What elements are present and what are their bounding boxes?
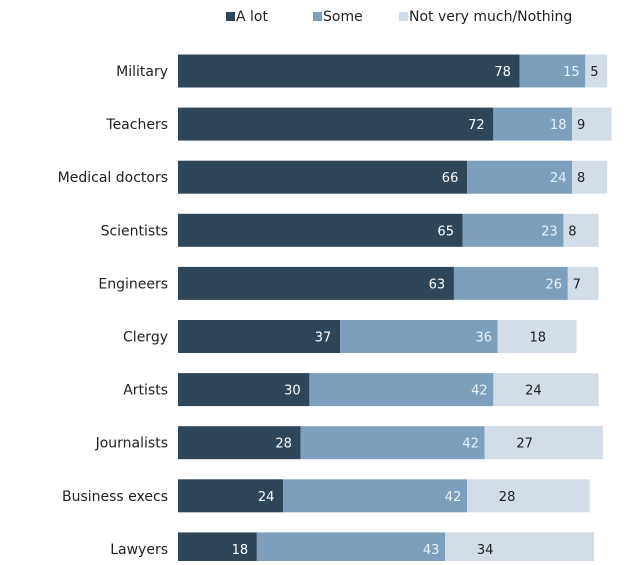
bar-segment-a-lot-journalists: [178, 426, 301, 460]
bar-segment-some-medical-doctors: [467, 160, 573, 194]
bar-segment-not-very-much-nothing-journalists: [484, 426, 603, 460]
category-label-engineers: Engineers: [98, 276, 168, 292]
bar-row-medical-doctors: Medical doctors 66 24 8: [58, 160, 608, 194]
value-label-some-lawyers: 43: [423, 543, 440, 558]
bar-segment-a-lot-engineers: [178, 266, 454, 300]
value-label-not-very-much-nothing-medical-doctors: 8: [577, 171, 585, 186]
value-label-some-journalists: 42: [462, 437, 479, 452]
bar-row-journalists: Journalists 28 42 27: [95, 426, 603, 460]
bar-segment-not-very-much-nothing-artists: [493, 373, 599, 407]
legend-item-a-lot: A lot: [226, 9, 268, 25]
bar-segment-some-scientists: [462, 213, 564, 247]
value-label-not-very-much-nothing-clergy: 18: [529, 331, 546, 346]
value-label-not-very-much-nothing-teachers: 9: [577, 118, 585, 133]
bar-segment-not-very-much-nothing-clergy: [497, 320, 577, 353]
bar-segment-some-military: [519, 54, 586, 88]
bar-segment-some-engineers: [453, 266, 568, 300]
bar-segment-not-very-much-nothing-engineers: [567, 266, 599, 300]
value-label-not-very-much-nothing-engineers: 7: [573, 277, 581, 292]
value-label-some-medical-doctors: 24: [550, 171, 567, 186]
value-label-a-lot-scientists: 65: [437, 224, 454, 239]
category-label-lawyers: Lawyers: [110, 542, 168, 558]
value-label-a-lot-lawyers: 18: [232, 543, 249, 558]
bar-segment-a-lot-business-execs: [178, 479, 284, 513]
bar-segment-a-lot-military: [178, 54, 520, 88]
legend-label-not-very-much-nothing: Not very much/Nothing: [409, 9, 572, 25]
category-label-medical-doctors: Medical doctors: [58, 170, 168, 186]
value-label-not-very-much-nothing-lawyers: 34: [477, 543, 494, 558]
value-label-a-lot-journalists: 28: [275, 437, 292, 452]
bar-segment-not-very-much-nothing-military: [585, 54, 608, 88]
value-label-some-clergy: 36: [475, 331, 492, 346]
bar-segment-a-lot-clergy: [178, 320, 341, 353]
category-label-clergy: Clergy: [123, 330, 168, 346]
bar-segment-not-very-much-nothing-lawyers: [445, 532, 595, 565]
legend-item-some: Some: [313, 9, 363, 25]
legend-swatch-not-very-much-nothing: [399, 12, 408, 21]
bar-segment-a-lot-scientists: [178, 213, 463, 247]
bar-row-military: Military 78 15 5: [116, 54, 608, 88]
legend-swatch-some: [313, 12, 322, 21]
bar-row-scientists: Scientists 65 23 8: [101, 213, 599, 247]
bar-row-artists: Artists 30 42 24: [123, 373, 599, 407]
value-label-not-very-much-nothing-military: 5: [590, 65, 598, 80]
category-label-journalists: Journalists: [95, 436, 168, 452]
bar-segment-not-very-much-nothing-teachers: [572, 107, 612, 141]
bar-segment-some-lawyers: [256, 532, 446, 565]
value-label-a-lot-military: 78: [494, 65, 511, 80]
value-label-some-artists: 42: [471, 384, 488, 399]
value-label-a-lot-clergy: 37: [315, 331, 332, 346]
bar-row-engineers: Engineers 63 26 7: [98, 266, 599, 300]
value-label-some-teachers: 18: [550, 118, 567, 133]
bar-segment-a-lot-teachers: [178, 107, 494, 141]
category-label-scientists: Scientists: [101, 223, 168, 239]
value-label-not-very-much-nothing-journalists: 27: [516, 437, 533, 452]
value-label-not-very-much-nothing-business-execs: 28: [499, 490, 516, 505]
value-label-not-very-much-nothing-scientists: 8: [568, 224, 576, 239]
legend-label-some: Some: [323, 9, 363, 25]
bar-segment-not-very-much-nothing-medical-doctors: [572, 160, 608, 194]
value-label-some-military: 15: [563, 65, 580, 80]
value-label-a-lot-business-execs: 24: [258, 490, 275, 505]
bar-segment-a-lot-artists: [178, 373, 310, 407]
bar-row-lawyers: Lawyers 18 43 34: [110, 532, 595, 565]
legend: A lot Some Not very much/Nothing: [226, 9, 572, 25]
bar-segment-some-business-execs: [283, 479, 468, 513]
bar-segment-some-artists: [309, 373, 494, 407]
category-label-business-execs: Business execs: [62, 489, 168, 505]
bar-segment-not-very-much-nothing-scientists: [563, 213, 599, 247]
value-label-some-business-execs: 42: [445, 490, 462, 505]
legend-label-a-lot: A lot: [236, 9, 268, 25]
legend-swatch-a-lot: [226, 12, 235, 21]
value-label-not-very-much-nothing-artists: 24: [525, 384, 542, 399]
bar-row-teachers: Teachers 72 18 9: [105, 107, 612, 141]
bar-segment-a-lot-medical-doctors: [178, 160, 468, 194]
category-label-teachers: Teachers: [105, 117, 168, 133]
category-label-military: Military: [116, 64, 168, 80]
value-label-a-lot-teachers: 72: [468, 118, 485, 133]
legend-item-not-very-much-nothing: Not very much/Nothing: [399, 9, 572, 25]
bar-row-clergy: Clergy 37 36 18: [123, 320, 577, 353]
value-label-a-lot-medical-doctors: 66: [442, 171, 459, 186]
value-label-a-lot-engineers: 63: [429, 277, 446, 292]
bar-segment-some-clergy: [340, 320, 498, 353]
bar-segment-some-teachers: [493, 107, 573, 141]
bar-segment-some-journalists: [300, 426, 485, 460]
value-label-a-lot-artists: 30: [284, 384, 301, 399]
category-label-artists: Artists: [123, 383, 168, 399]
value-label-some-engineers: 26: [546, 277, 563, 292]
value-label-some-scientists: 23: [541, 224, 558, 239]
bar-segment-not-very-much-nothing-business-execs: [467, 479, 590, 513]
bar-segment-a-lot-lawyers: [178, 532, 257, 565]
bar-row-business-execs: Business execs 24 42 28: [62, 479, 590, 513]
